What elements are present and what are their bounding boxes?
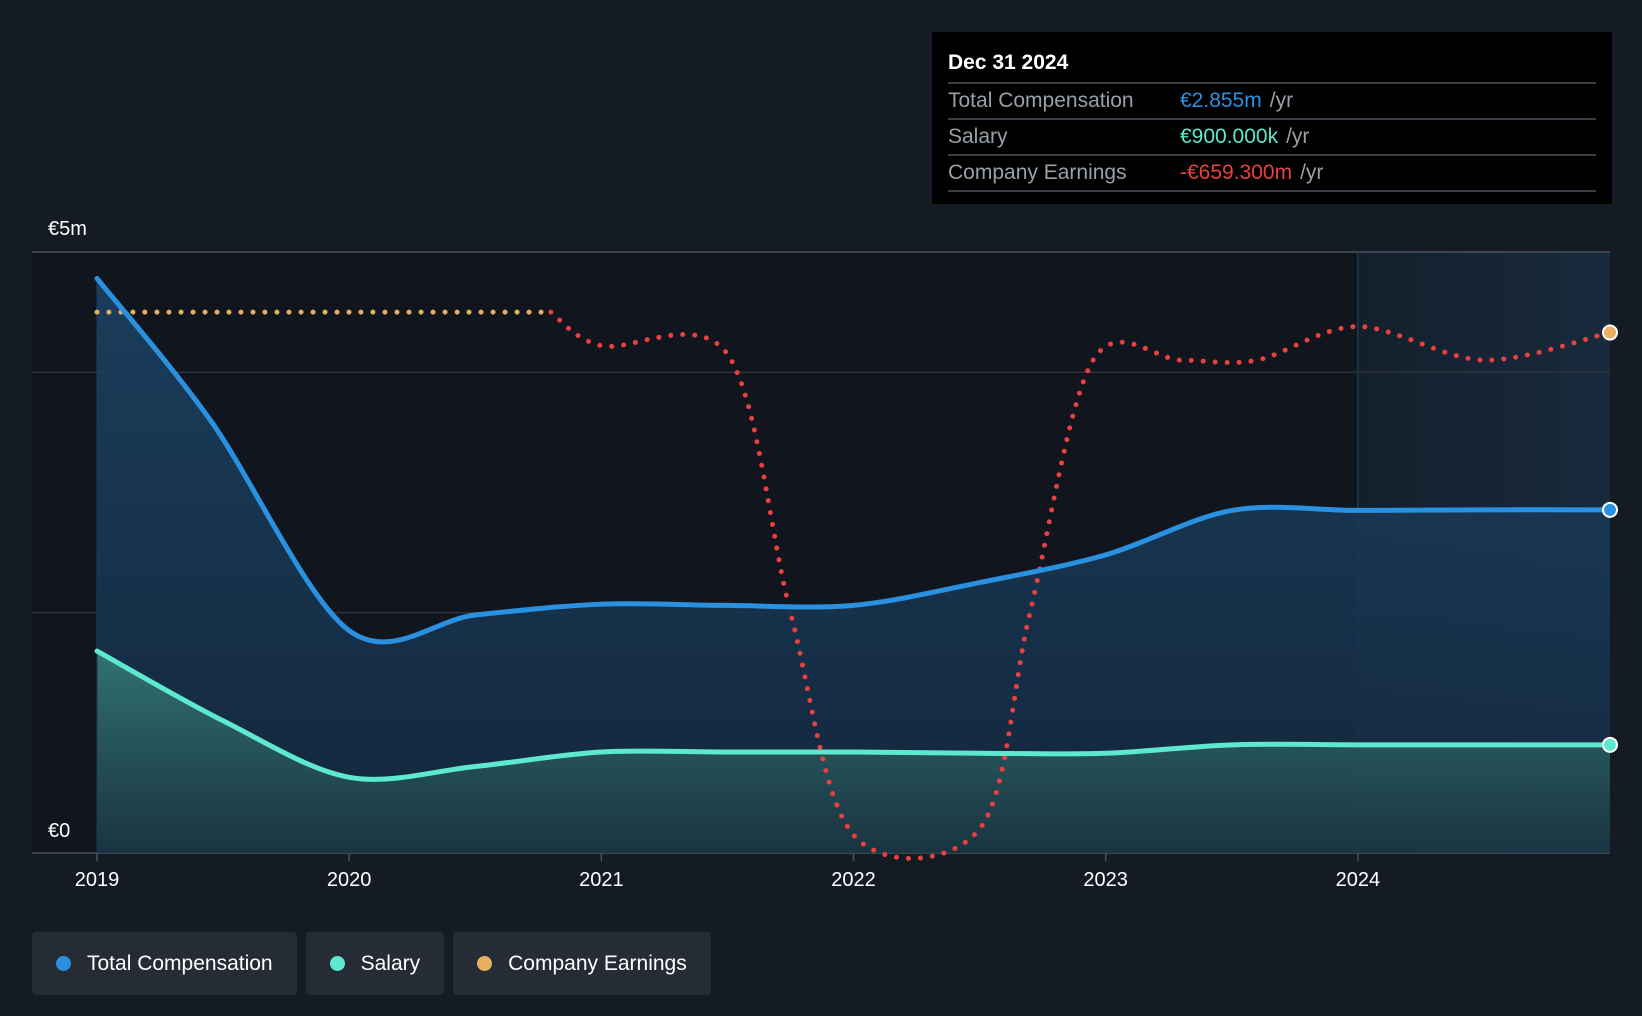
x-tick-label: 2021 — [579, 869, 624, 891]
tooltip-value: €900.000k — [1180, 125, 1279, 148]
tooltip-value: €2.855m — [1180, 89, 1262, 112]
tooltip-unit: /yr — [1300, 161, 1324, 184]
y-tick-label-bottom: €0 — [48, 820, 70, 842]
chart-legend: Total Compensation Salary Company Earnin… — [32, 932, 711, 995]
legend-item-company-earnings[interactable]: Company Earnings — [453, 932, 711, 995]
tooltip-unit: /yr — [1269, 89, 1294, 112]
x-tick-label: 2022 — [831, 869, 876, 891]
tooltip-row-total-compensation: Total Compensation €2.855m /yr — [948, 84, 1596, 120]
tooltip-unit: /yr — [1286, 125, 1310, 148]
legend-dot-icon — [329, 956, 345, 971]
x-tick-label: 2024 — [1336, 869, 1381, 891]
x-tick-label: 2020 — [327, 869, 372, 891]
earnings-end-point — [1602, 324, 1618, 341]
tooltip-value: -€659.300m — [1180, 161, 1293, 184]
tooltip-panel: Dec 31 2024 Total Compensation €2.855m /… — [932, 32, 1612, 204]
tooltip-label: Company Earnings — [948, 161, 1127, 184]
legend-dot-icon — [56, 956, 71, 971]
legend-item-salary[interactable]: Salary — [305, 932, 445, 995]
legend-item-total-compensation[interactable]: Total Compensation — [32, 932, 297, 995]
y-tick-label-top: €5m — [48, 218, 87, 240]
x-tick-label: 2023 — [1083, 869, 1128, 891]
tooltip-label: Salary — [948, 125, 1008, 148]
x-tick-label: 2019 — [75, 869, 120, 891]
tooltip-date: Dec 31 2024 — [948, 46, 1596, 84]
total-compensation-area — [97, 278, 1610, 854]
legend-dot-icon — [477, 956, 493, 971]
salary-line — [94, 648, 1613, 782]
legend-label: Salary — [360, 951, 421, 975]
total-compensation-line — [94, 275, 1613, 645]
tooltip-row-company-earnings: Company Earnings -€659.300m /yr — [948, 156, 1596, 192]
salary-end-point — [1602, 736, 1618, 753]
legend-label: Total Compensation — [87, 951, 273, 975]
legend-label: Company Earnings — [508, 951, 687, 975]
total-compensation-end-point — [1602, 501, 1618, 518]
tooltip-label: Total Compensation — [948, 89, 1134, 112]
tooltip-row-salary: Salary €900.000k /yr — [948, 120, 1596, 156]
